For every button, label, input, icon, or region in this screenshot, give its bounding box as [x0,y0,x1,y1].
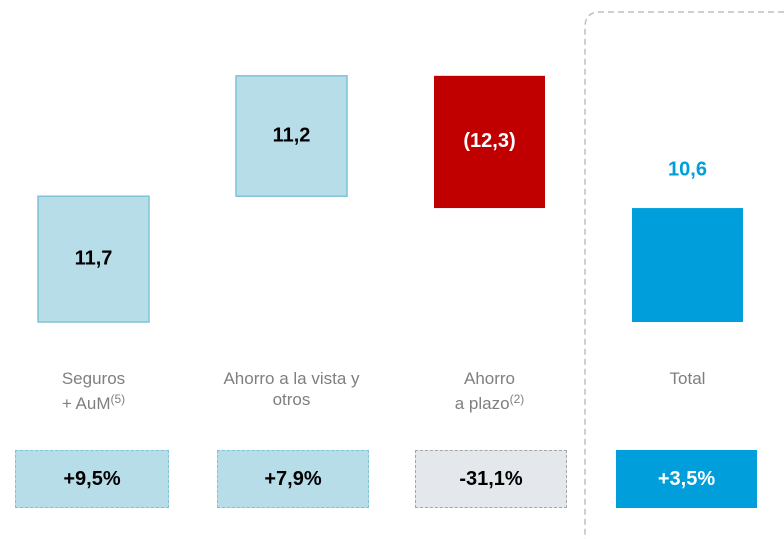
value-label: 11,7 [75,247,113,269]
bar [434,75,545,209]
bar [632,208,743,322]
total-separator [584,11,784,539]
bar [235,75,348,197]
category-label: Seguros + AuM(5) [0,368,189,414]
value-label: (12,3) [463,130,515,152]
category-line: otros [272,390,311,409]
category-line: Ahorro [463,369,516,388]
category-line: a plazo(2) [454,392,525,413]
category-line: Seguros [61,369,126,388]
category-line: Ahorro a la vista y [223,369,360,388]
category-line: + AuM(5) [61,392,126,413]
change-box: -31,1% [415,450,567,508]
value-label: 10,6 [668,158,707,180]
change-box: +9,5% [15,450,169,508]
category-label: Total [593,368,783,389]
category-line: Total [669,369,706,388]
category-label: Ahorro a plazo(2) [395,368,585,414]
footnote: (2) [509,392,525,406]
change-box: +7,9% [217,450,369,508]
value-label: 11,2 [273,124,311,146]
change-box: +3,5% [616,450,757,508]
footnote: (5) [110,392,126,406]
category-label: Ahorro a la vista y otros [197,368,387,410]
bar [37,195,150,323]
